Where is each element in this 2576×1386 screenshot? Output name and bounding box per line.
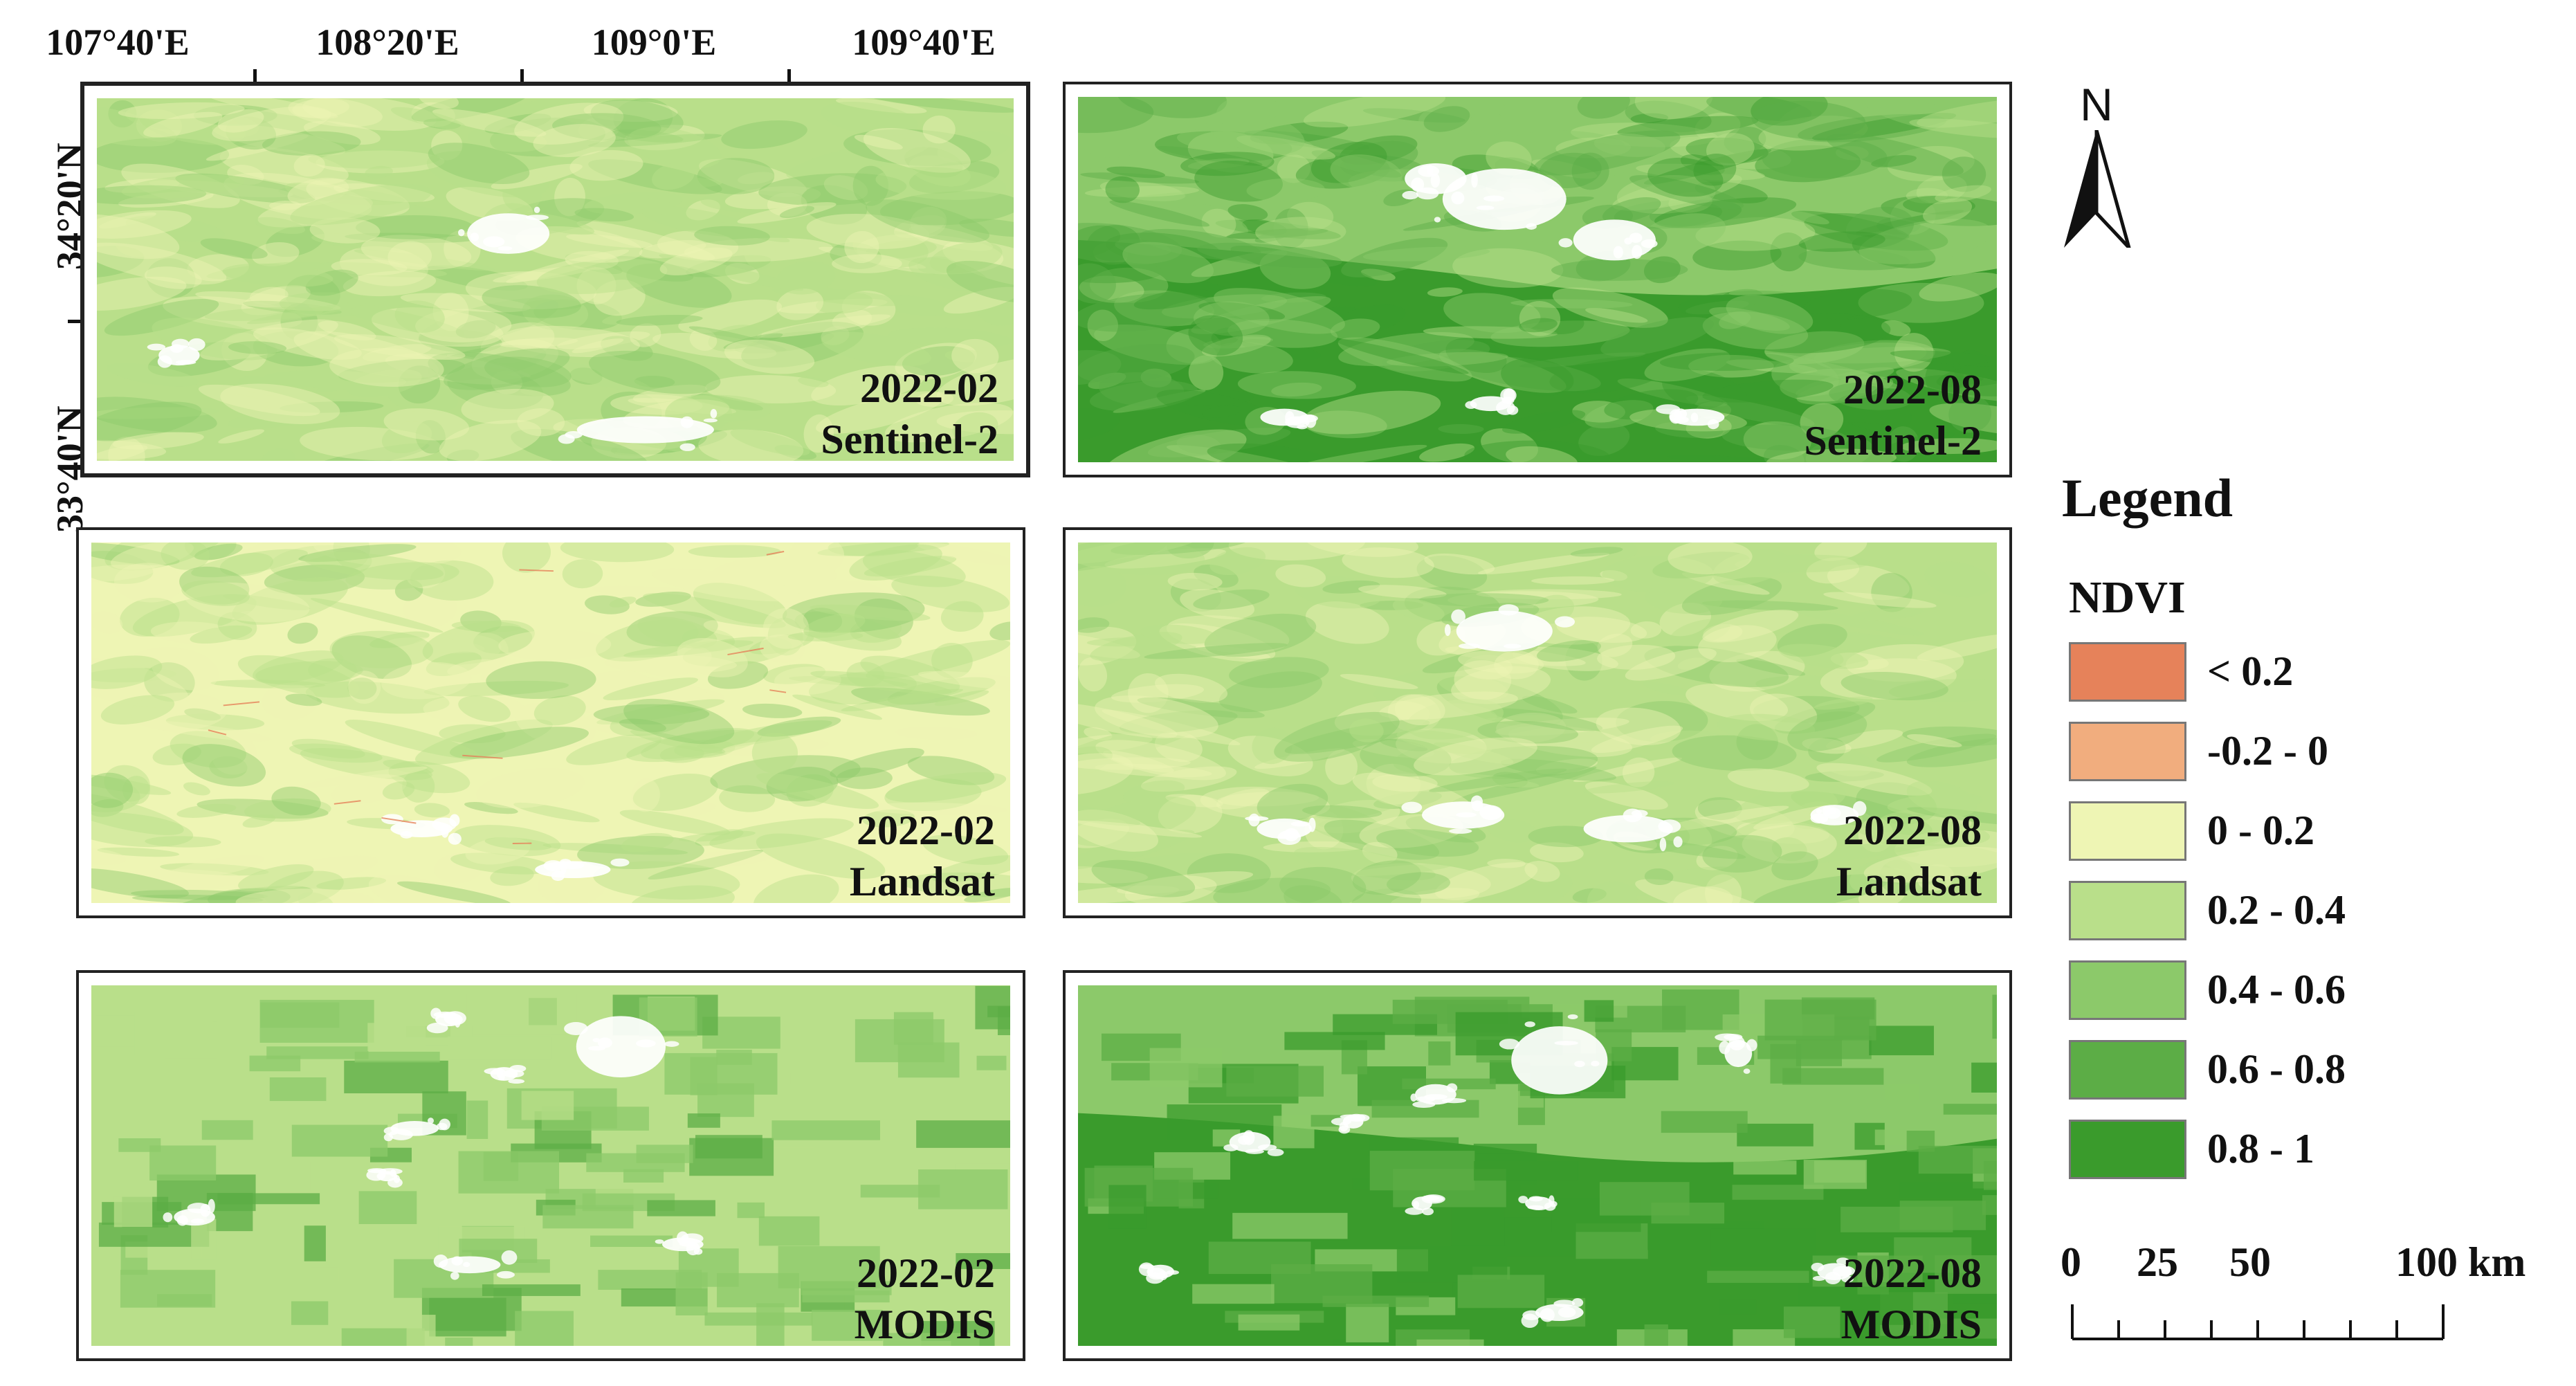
longitude-label-1: 107°40'E	[46, 21, 190, 63]
legend-label: -0.2 - 0	[2207, 728, 2328, 774]
panel-label: 2022-08 Sentinel-2	[1804, 364, 1982, 466]
legend-label: 0.2 - 0.4	[2207, 887, 2346, 933]
panel-source: MODIS	[1840, 1302, 1982, 1347]
ndvi-raster	[97, 98, 1014, 461]
panel-date: 2022-08	[1843, 808, 1982, 853]
panel-source: Landsat	[1836, 859, 1982, 904]
longitude-tick	[520, 69, 524, 86]
panel-source: Sentinel-2	[1804, 418, 1982, 464]
ndvi-raster	[1078, 985, 1997, 1346]
ndvi-raster	[91, 985, 1010, 1346]
map-panel-sentinel2-aug: 2022-08 Sentinel-2	[1063, 82, 2012, 477]
legend-label: < 0.2	[2207, 648, 2294, 694]
legend-label: 0 - 0.2	[2207, 808, 2314, 853]
panel-source: MODIS	[854, 1302, 995, 1347]
panel-date: 2022-08	[1843, 1250, 1982, 1296]
longitude-tick	[253, 69, 257, 86]
legend-label: 0.8 - 1	[2207, 1126, 2314, 1171]
scale-label: 0	[2061, 1239, 2081, 1285]
map-panel-landsat-aug: 2022-08 Landsat	[1063, 527, 2012, 918]
legend-label: 0.6 - 0.8	[2207, 1046, 2346, 1092]
longitude-tick	[787, 69, 791, 86]
panel-label: 2022-08 MODIS	[1841, 1248, 1982, 1350]
panel-label: 2022-08 Landsat	[1836, 805, 1982, 907]
legend-swatch	[2069, 881, 2186, 940]
panel-date: 2022-02	[860, 365, 998, 411]
scale-label: 100 km	[2395, 1239, 2526, 1285]
ndvi-raster	[1078, 542, 1997, 903]
panel-label: 2022-02 Landsat	[850, 805, 995, 907]
map-panel-landsat-feb: 2022-02 Landsat	[76, 527, 1025, 918]
ndvi-raster	[91, 542, 1010, 903]
panel-source: Landsat	[849, 859, 995, 904]
north-arrow: N	[2058, 82, 2135, 248]
legend-swatch	[2069, 642, 2186, 702]
legend-swatch	[2069, 1040, 2186, 1100]
legend-subtitle: NDVI	[2069, 572, 2186, 623]
north-arrow-icon	[2064, 130, 2131, 248]
map-panel-modis-feb: 2022-02 MODIS	[76, 970, 1025, 1361]
scale-bar	[2071, 1304, 2445, 1340]
panel-date: 2022-02	[857, 1250, 995, 1296]
map-panel-modis-aug: 2022-08 MODIS	[1063, 970, 2012, 1361]
map-panel-sentinel2-feb: 2022-02 Sentinel-2	[80, 82, 1030, 477]
panel-label: 2022-02 Sentinel-2	[821, 363, 998, 465]
scale-label: 50	[2229, 1239, 2271, 1285]
latitude-tick	[68, 320, 84, 323]
legend-swatch	[2069, 722, 2186, 781]
longitude-label-2: 108°20'E	[316, 21, 459, 63]
north-letter: N	[2080, 79, 2113, 130]
longitude-label-3: 109°0'E	[591, 21, 717, 63]
panel-label: 2022-02 MODIS	[855, 1248, 995, 1350]
legend-title: Legend	[2062, 468, 2234, 528]
panel-date: 2022-08	[1843, 367, 1982, 412]
ndvi-raster	[1078, 97, 1997, 462]
legend-swatch	[2069, 801, 2186, 861]
legend-swatch	[2069, 1120, 2186, 1179]
legend-label: 0.4 - 0.6	[2207, 967, 2346, 1012]
legend-swatch	[2069, 960, 2186, 1020]
panel-source: Sentinel-2	[821, 417, 998, 462]
panel-date: 2022-02	[857, 808, 995, 853]
longitude-label-4: 109°40'E	[852, 21, 996, 63]
scale-label: 25	[2137, 1239, 2178, 1285]
